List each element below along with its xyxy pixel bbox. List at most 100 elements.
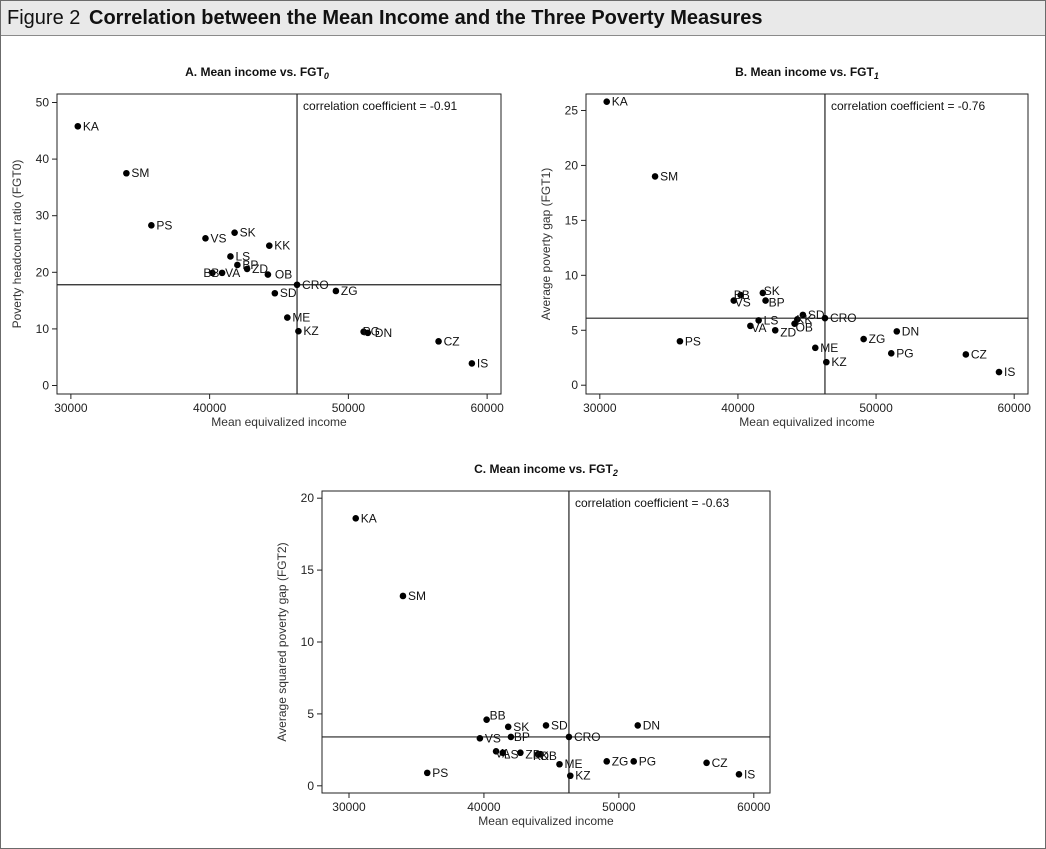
x-tick-label: 40000 [467, 800, 501, 814]
data-point [468, 360, 476, 367]
point-label: KA [612, 95, 628, 109]
data-point [755, 317, 762, 324]
point-label: KZ [303, 324, 318, 338]
point-label: ZG [341, 284, 358, 298]
data-point [962, 351, 970, 358]
data-point [603, 758, 611, 765]
point-label: OB [275, 268, 292, 282]
point-label: VA [225, 266, 240, 280]
point-label: DN [643, 718, 660, 732]
data-point [435, 338, 442, 345]
point-label: ZD [252, 262, 268, 276]
point-label: CZ [712, 756, 728, 770]
point-label: SM [408, 589, 426, 603]
x-tick-label: 50000 [859, 401, 893, 415]
data-point [123, 169, 130, 177]
data-point [399, 592, 407, 600]
data-point [747, 322, 754, 330]
point-label: LS [504, 748, 519, 762]
data-point [476, 735, 484, 742]
data-point [823, 358, 830, 366]
data-point [209, 269, 216, 277]
point-label: IS [1004, 365, 1015, 379]
y-tick-label: 5 [571, 323, 578, 337]
data-point [799, 311, 807, 319]
correlation-annotation: correlation coefficient = -0.91 [303, 99, 458, 113]
data-point [202, 235, 209, 242]
x-tick-label: 30000 [583, 401, 617, 415]
data-point [811, 344, 819, 352]
data-point [676, 337, 684, 345]
point-label: KA [83, 119, 99, 133]
point-label: KA [361, 511, 377, 525]
chart-panel-b: B. Mean income vs. FGT1 30000 40000 50000 60… [539, 65, 1031, 429]
point-label: SD [551, 718, 568, 732]
data-point [762, 297, 769, 304]
y-axis-label: Average squared poverty gap (FGT2) [275, 542, 289, 741]
figure-number: Figure 2 [7, 7, 81, 29]
y-tick-label: 25 [565, 103, 579, 117]
point-label: LS [764, 313, 779, 327]
chart-panel-c: C. Mean income vs. FGT2 30000 40000 50000 60… [275, 462, 771, 828]
data-point [566, 772, 574, 780]
data-point [265, 242, 273, 249]
data-point [737, 291, 744, 299]
y-tick-label: 40 [36, 152, 50, 166]
y-tick-label: 20 [301, 491, 315, 505]
data-point [227, 253, 234, 260]
data-point [542, 722, 550, 729]
point-label: PG [639, 754, 656, 768]
figure-header: Figure 2 Correlation between the Mean In… [1, 1, 1045, 36]
y-tick-label: 10 [36, 322, 50, 336]
point-label: CRO [830, 311, 857, 325]
data-point [995, 368, 1003, 376]
point-label: SM [131, 166, 149, 180]
point-label: SM [660, 169, 678, 183]
data-point [821, 314, 829, 322]
data-point [492, 747, 500, 755]
point-label: ZG [869, 332, 886, 346]
plot-frame [321, 490, 771, 794]
y-tick-label: 30 [36, 209, 50, 223]
point-label: DN [375, 326, 392, 340]
data-point [332, 287, 340, 295]
point-label: KZ [575, 769, 590, 783]
point-label: SK [513, 720, 529, 734]
plot-frame [585, 93, 1029, 395]
data-point [759, 289, 767, 297]
y-tick-label: 0 [571, 378, 578, 392]
data-point [293, 281, 301, 289]
data-point [295, 327, 302, 335]
data-point [507, 733, 515, 741]
y-tick-label: 15 [301, 563, 315, 577]
data-point [284, 314, 291, 321]
point-label: VS [210, 231, 226, 245]
point-label: CRO [574, 730, 601, 744]
data-point [556, 760, 563, 768]
chart-panel-a: A. Mean income vs. FGT0 30000 40000 50000 60… [10, 65, 504, 429]
data-point [534, 750, 542, 758]
point-label: SD [808, 308, 825, 322]
data-point [634, 722, 642, 729]
y-tick-label: 50 [36, 95, 50, 109]
y-tick-label: 0 [42, 379, 49, 393]
point-label: CZ [444, 334, 460, 348]
data-point [517, 749, 524, 757]
data-point [735, 771, 743, 778]
point-label: LS [235, 249, 250, 263]
data-point [730, 297, 738, 304]
correlation-annotation: correlation coefficient = -0.76 [831, 99, 986, 113]
point-label: KK [274, 239, 290, 253]
data-point [148, 222, 155, 229]
correlation-annotation: correlation coefficient = -0.63 [575, 496, 730, 510]
data-point [860, 335, 867, 343]
x-axis-label: Mean equivalized income [739, 415, 875, 429]
y-axis-label: Average poverty gap (FGT1) [539, 168, 553, 321]
point-label: BB [203, 266, 219, 280]
y-tick-label: 10 [301, 635, 315, 649]
y-tick-label: 10 [565, 268, 579, 282]
data-point [887, 350, 895, 357]
data-point [243, 265, 251, 273]
point-label: VA [751, 321, 766, 335]
